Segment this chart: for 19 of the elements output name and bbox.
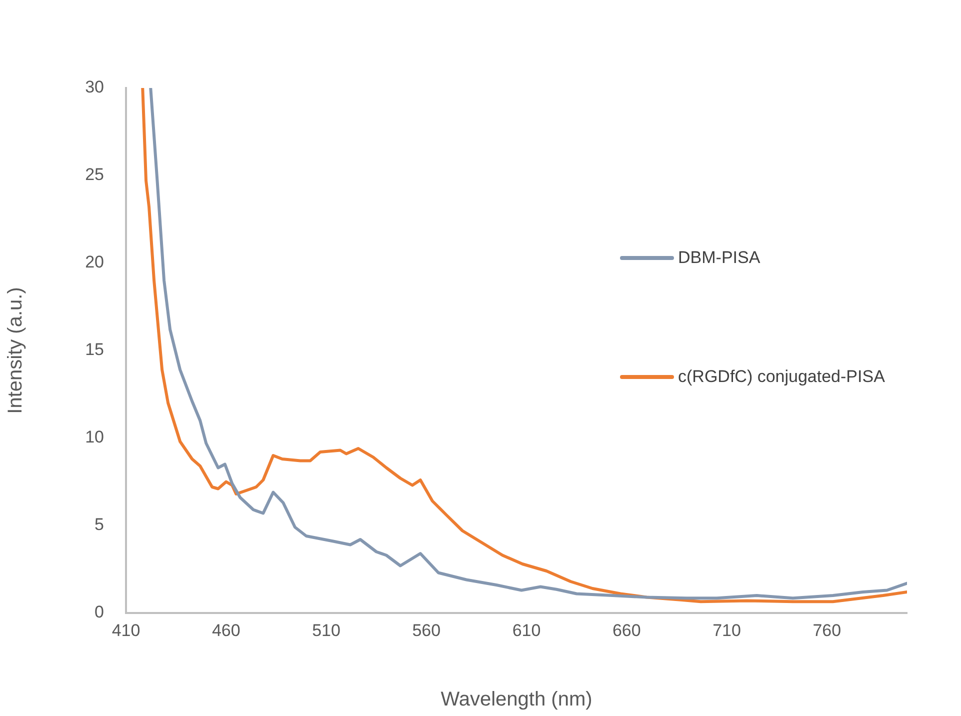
y-tick-label: 30 <box>85 78 104 97</box>
y-tick-label: 0 <box>94 602 104 622</box>
y-tick-label: 15 <box>85 340 104 360</box>
x-tick-label: 560 <box>412 620 441 640</box>
legend-label: c(RGDfC) conjugated-PISA <box>678 367 885 387</box>
y-tick-label: 25 <box>85 165 104 184</box>
x-tick-label: 610 <box>512 620 541 640</box>
x-tick-label: 660 <box>612 620 641 640</box>
x-tick-label: 710 <box>712 620 741 640</box>
x-tick-label: 410 <box>112 620 140 640</box>
x-tick-label: 760 <box>812 620 842 640</box>
y-tick-label: 10 <box>85 428 104 447</box>
x-tick-label: 460 <box>212 620 240 640</box>
x-tick-label: 510 <box>312 620 340 640</box>
y-tick-label: 20 <box>85 252 104 272</box>
legend-label: DBM-PISA <box>678 248 760 268</box>
y-axis-title: Intensity (a.u.) <box>4 287 27 414</box>
x-axis-title: Wavelength (nm) <box>440 688 592 711</box>
y-tick-label: 5 <box>94 515 104 534</box>
